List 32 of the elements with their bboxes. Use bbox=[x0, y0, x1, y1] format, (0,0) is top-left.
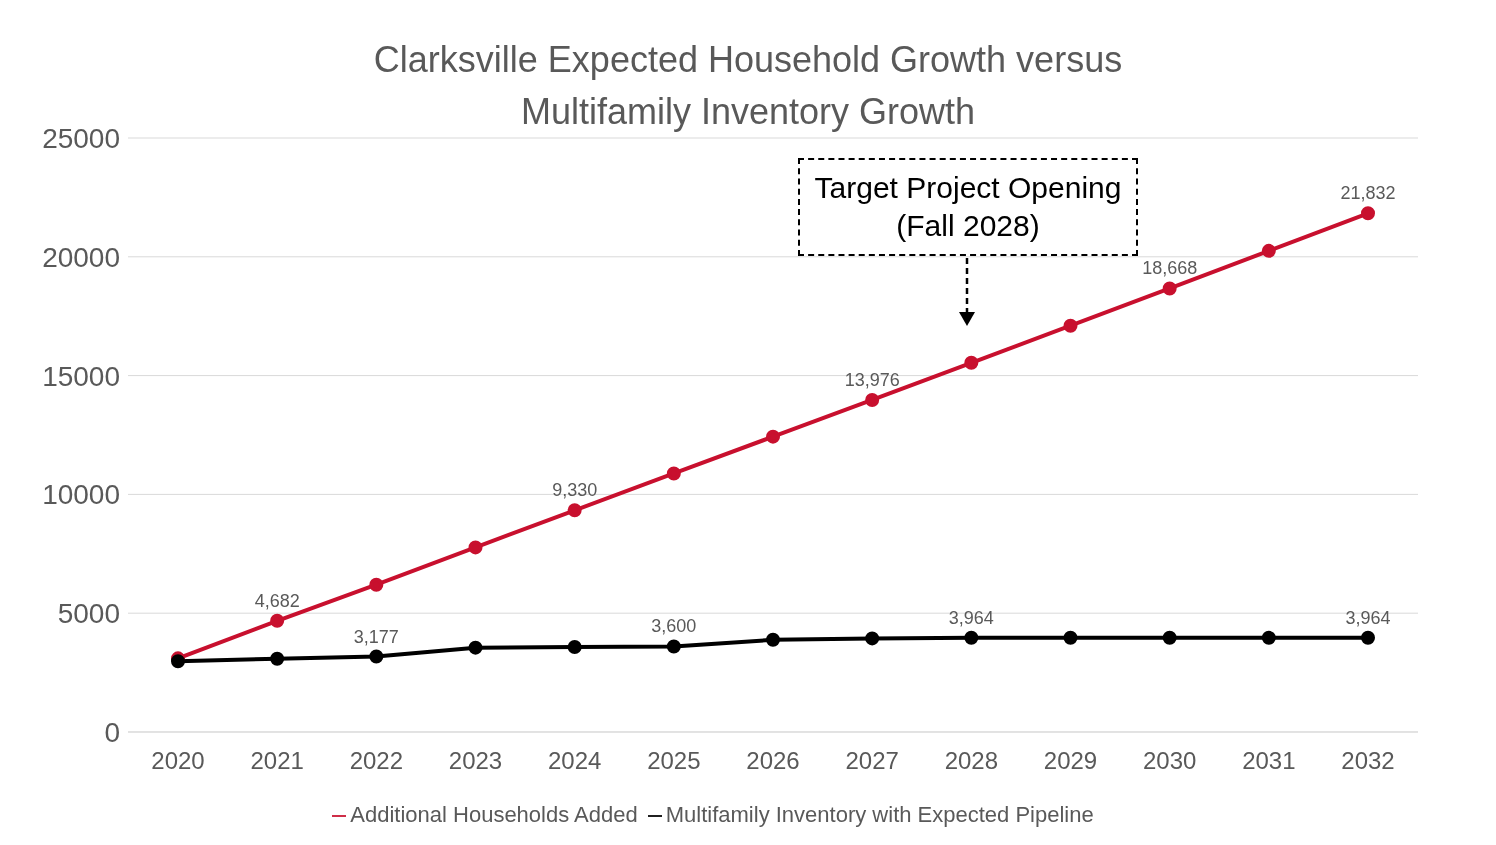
x-tick-label: 2031 bbox=[1242, 747, 1296, 775]
y-tick-label: 25000 bbox=[42, 122, 120, 154]
y-tick-label: 10000 bbox=[42, 479, 120, 511]
data-label: 3,964 bbox=[948, 607, 994, 628]
x-tick-label: 2022 bbox=[349, 747, 404, 775]
x-tick-label: 2028 bbox=[944, 747, 999, 775]
x-tick-label: 2023 bbox=[448, 747, 503, 775]
data-label: 3,964 bbox=[1345, 607, 1391, 628]
x-tick-label: 2020 bbox=[151, 747, 205, 775]
x-tick-label: 2026 bbox=[746, 747, 800, 775]
x-tick-label: 2025 bbox=[647, 747, 701, 775]
x-tick-label: 2030 bbox=[1142, 747, 1197, 775]
x-tick-label: 2021 bbox=[250, 747, 304, 775]
x-tick-label: 2032 bbox=[1341, 747, 1395, 775]
data-label: 21,832 bbox=[1340, 183, 1396, 204]
data-label: 4,682 bbox=[254, 590, 300, 611]
x-tick-label: 2024 bbox=[547, 747, 602, 775]
y-tick-label: 20000 bbox=[42, 241, 120, 273]
legend-label: Multifamily Inventory with Expected Pipeline bbox=[665, 802, 1094, 827]
data-label: 3,177 bbox=[353, 626, 399, 647]
data-label: 13,976 bbox=[844, 369, 900, 390]
y-tick-label: 0 bbox=[104, 716, 120, 748]
x-tick-label: 2027 bbox=[845, 747, 899, 775]
data-label: 3,600 bbox=[651, 616, 697, 637]
data-label: 18,668 bbox=[1142, 258, 1198, 279]
y-tick-label: 5000 bbox=[57, 598, 120, 630]
x-tick-label: 2029 bbox=[1043, 747, 1098, 775]
annotation: Target Project Opening (Fall 2028) bbox=[798, 158, 1138, 256]
legend-label: Additional Households Added bbox=[350, 802, 638, 827]
chart-title: Clarksville Expected Household Growth versus Multifamily Inventory Growth bbox=[372, 38, 1124, 134]
y-tick-label: 15000 bbox=[42, 360, 120, 392]
data-label: 9,330 bbox=[552, 480, 598, 501]
